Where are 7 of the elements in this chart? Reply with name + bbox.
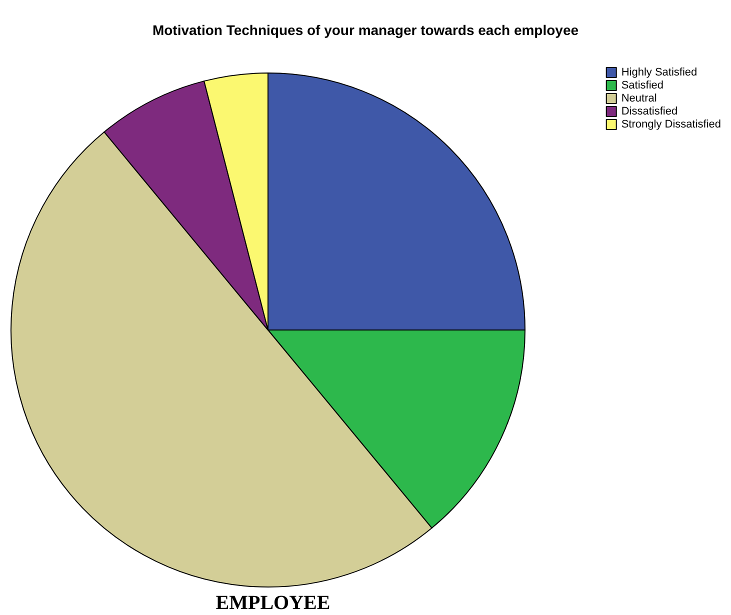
legend-label: Strongly Dissatisfied: [621, 118, 722, 130]
chart-title: Motivation Techniques of your manager towards each employee: [152, 22, 579, 38]
legend-label: Highly Satisfied: [621, 66, 698, 78]
legend-label: Dissatisfied: [621, 106, 678, 118]
legend-label: Neutral: [621, 92, 657, 104]
legend-label: Satisfied: [621, 80, 664, 92]
text: EMPLOYEE: [216, 592, 330, 614]
